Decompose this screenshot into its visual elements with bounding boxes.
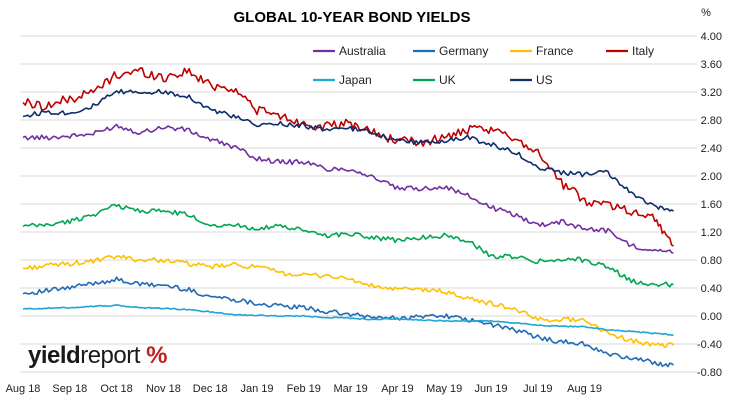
y-tick-label: 3.60 xyxy=(701,59,722,71)
series-line-france xyxy=(22,254,675,348)
y-tick-label: 0.40 xyxy=(701,283,722,295)
x-tick-label: Dec 18 xyxy=(193,383,228,395)
y-tick-label: 1.20 xyxy=(701,227,722,239)
axes: 4.00 3.60 3.20 2.80 2.40 2.00 1.60 1.20 0.80 0.40… xyxy=(6,31,722,395)
x-tick-label: Aug 18 xyxy=(6,383,41,395)
x-tick-label: Mar 19 xyxy=(333,383,367,395)
y-tick-label: -0.40 xyxy=(697,339,722,351)
x-tick-label: Jun 19 xyxy=(474,383,507,395)
legend-label-italy: Italy xyxy=(632,44,654,58)
y-axis-unit-label: % xyxy=(701,7,711,19)
x-tick-label: Feb 19 xyxy=(287,383,321,395)
y-tick-label: 2.00 xyxy=(701,171,722,183)
x-tick-label: Oct 18 xyxy=(100,383,132,395)
y-tick-label: -0.80 xyxy=(697,367,722,379)
x-tick-label: Sep 18 xyxy=(52,383,87,395)
y-tick-label: 2.80 xyxy=(701,115,722,127)
logo-percent: % xyxy=(146,342,167,369)
y-tick-label: 0.80 xyxy=(701,255,722,267)
y-tick-label: 0.00 xyxy=(701,311,722,323)
series-line-germany xyxy=(22,276,674,368)
x-tick-label: Aug 19 xyxy=(567,383,602,395)
legend: Australia Germany France Italy Japan UK US xyxy=(313,44,654,87)
x-tick-label: Jul 19 xyxy=(523,383,552,395)
series-line-uk xyxy=(22,203,674,288)
series-line-australia xyxy=(22,123,674,254)
series-line-us xyxy=(22,88,674,212)
y-tick-label: 3.20 xyxy=(701,87,722,99)
series-line-italy xyxy=(22,67,674,247)
logo-text-report: report xyxy=(80,342,140,369)
x-tick-label: May 19 xyxy=(426,383,462,395)
chart-title: GLOBAL 10-YEAR BOND YIELDS xyxy=(234,9,471,26)
x-tick-label: Apr 19 xyxy=(381,383,413,395)
x-tick-label: Jan 19 xyxy=(240,383,273,395)
y-tick-label: 1.60 xyxy=(701,199,722,211)
yieldreport-logo: yieldreport % xyxy=(28,342,167,370)
legend-label-australia: Australia xyxy=(339,44,386,58)
legend-label-japan: Japan xyxy=(339,73,372,87)
legend-label-germany: Germany xyxy=(439,44,488,58)
x-tick-label: Nov 18 xyxy=(146,383,181,395)
y-tick-label: 2.40 xyxy=(701,143,722,155)
logo-text-yield: yield xyxy=(28,342,81,369)
y-tick-label: 4.00 xyxy=(701,31,722,43)
legend-label-uk: UK xyxy=(439,73,456,87)
legend-label-france: France xyxy=(536,44,574,58)
legend-label-us: US xyxy=(536,73,553,87)
series-line-japan xyxy=(22,304,674,336)
series-lines xyxy=(22,67,675,368)
